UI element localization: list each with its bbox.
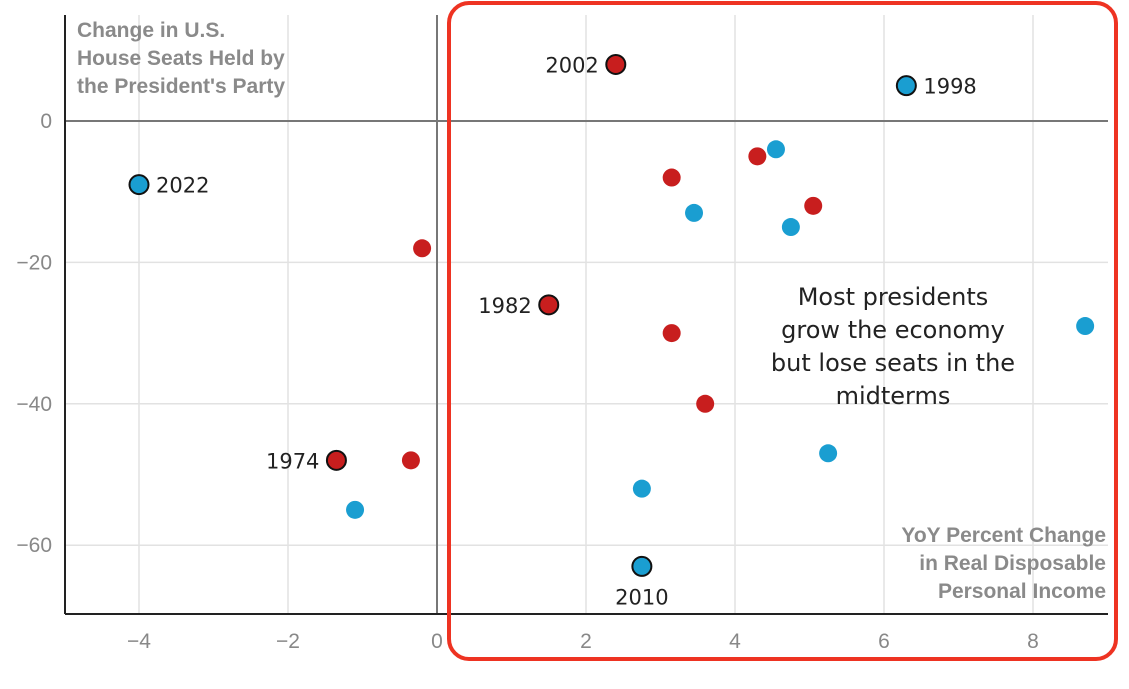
x-tick-label: 0 — [431, 630, 443, 653]
data-point — [128, 174, 150, 196]
y-axis-title: Change in U.S. House Seats Held by the Pre… — [77, 19, 285, 98]
annot-line: midterms — [836, 382, 951, 410]
point-label: 2022 — [156, 174, 209, 198]
data-point — [346, 500, 365, 519]
data-point — [766, 140, 785, 159]
x-axis-title: YoY Percent Change in Real Disposable Pers… — [901, 524, 1106, 603]
data-point — [632, 479, 651, 498]
xlabel-line: in Real Disposable — [919, 552, 1106, 575]
annotation-text: Most presidents grow the economy but lose … — [771, 283, 1015, 410]
point-label: 1974 — [266, 449, 319, 473]
xlabel-line: Personal Income — [938, 580, 1106, 603]
ylabel-line: Change in U.S. — [77, 19, 225, 42]
data-point — [325, 449, 347, 471]
tick-labels: −4 −2 0 2 4 6 80−20−40−60 — [16, 110, 1038, 653]
y-tick-label: 0 — [40, 110, 52, 133]
y-tick-label: −60 — [16, 534, 52, 557]
data-point — [819, 444, 838, 463]
data-point — [895, 75, 917, 97]
ylabel-line: the President's Party — [77, 75, 285, 98]
gridlines — [65, 15, 1108, 614]
data-point — [538, 294, 560, 316]
data-point — [781, 218, 800, 237]
annot-line: Most presidents — [798, 283, 989, 311]
ylabel-line: House Seats Held by — [77, 47, 285, 70]
x-tick-label: −2 — [276, 630, 300, 653]
data-point — [662, 168, 681, 187]
data-point — [696, 394, 715, 413]
axes — [64, 15, 1108, 615]
x-tick-label: 2 — [580, 630, 592, 653]
data-point — [1076, 317, 1095, 336]
y-tick-label: −40 — [16, 393, 52, 416]
data-point — [804, 196, 823, 215]
data-point — [631, 555, 653, 577]
highlight-box — [447, 1, 1118, 661]
point-label: 2002 — [545, 53, 598, 77]
data-point — [685, 203, 704, 222]
data-point — [605, 53, 627, 75]
x-tick-label: 8 — [1027, 630, 1039, 653]
point-label: 1982 — [478, 294, 531, 318]
data-points — [128, 53, 1095, 577]
annot-line: grow the economy — [781, 316, 1005, 344]
y-tick-label: −20 — [16, 251, 52, 274]
x-tick-label: 4 — [729, 630, 741, 653]
x-tick-label: −4 — [127, 630, 151, 653]
point-labels: 2002 1982 1974 1998 2022 2010 — [156, 53, 977, 609]
data-point — [662, 324, 681, 343]
point-label: 1998 — [923, 75, 976, 99]
data-point — [748, 147, 767, 166]
xlabel-line: YoY Percent Change — [901, 524, 1106, 547]
point-label: 2010 — [615, 585, 668, 609]
x-tick-label: 6 — [878, 630, 890, 653]
annot-line: but lose seats in the — [771, 349, 1015, 377]
data-point — [413, 239, 432, 258]
data-point — [401, 451, 420, 470]
